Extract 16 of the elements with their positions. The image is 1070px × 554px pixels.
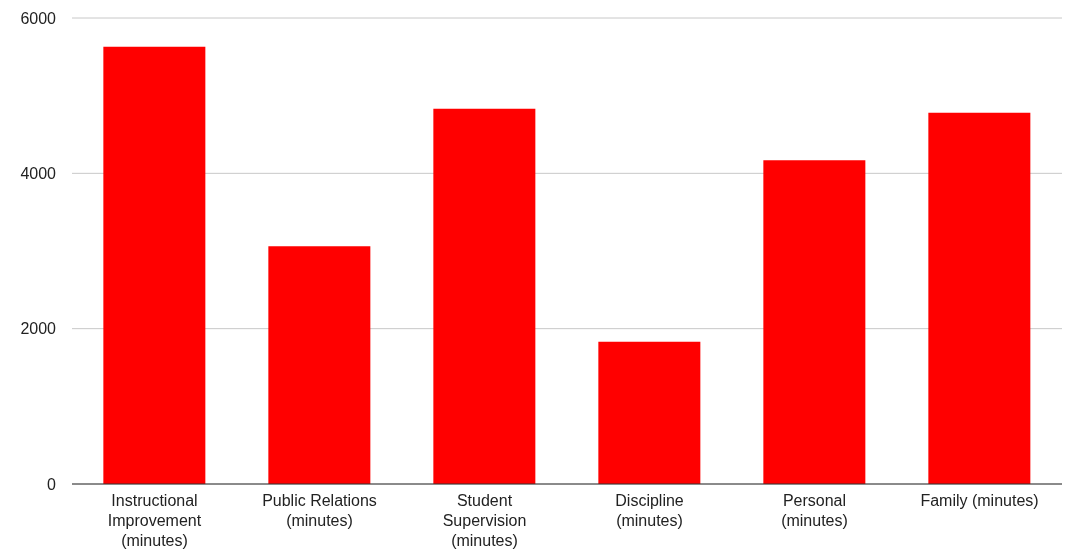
x-tick-label: Instructional Improvement (minutes) [107,492,202,549]
y-tick-label: 6000 [20,9,57,27]
x-tick-label: Student Supervision (minutes) [442,492,527,549]
bar [433,108,536,484]
bar [103,46,206,484]
x-tick-label: Discipline (minutes) [615,492,684,529]
bar [268,246,371,484]
x-tick-label: Family (minutes) [920,492,1039,509]
x-tick-label: Personal (minutes) [781,492,848,529]
y-tick-label: 2000 [20,320,57,338]
y-tick-label: 0 [47,475,57,493]
x-tick-label: Public Relations (minutes) [262,492,377,529]
bar [763,160,866,484]
bar [598,341,701,484]
bar [928,112,1031,484]
y-tick-label: 4000 [20,165,57,183]
